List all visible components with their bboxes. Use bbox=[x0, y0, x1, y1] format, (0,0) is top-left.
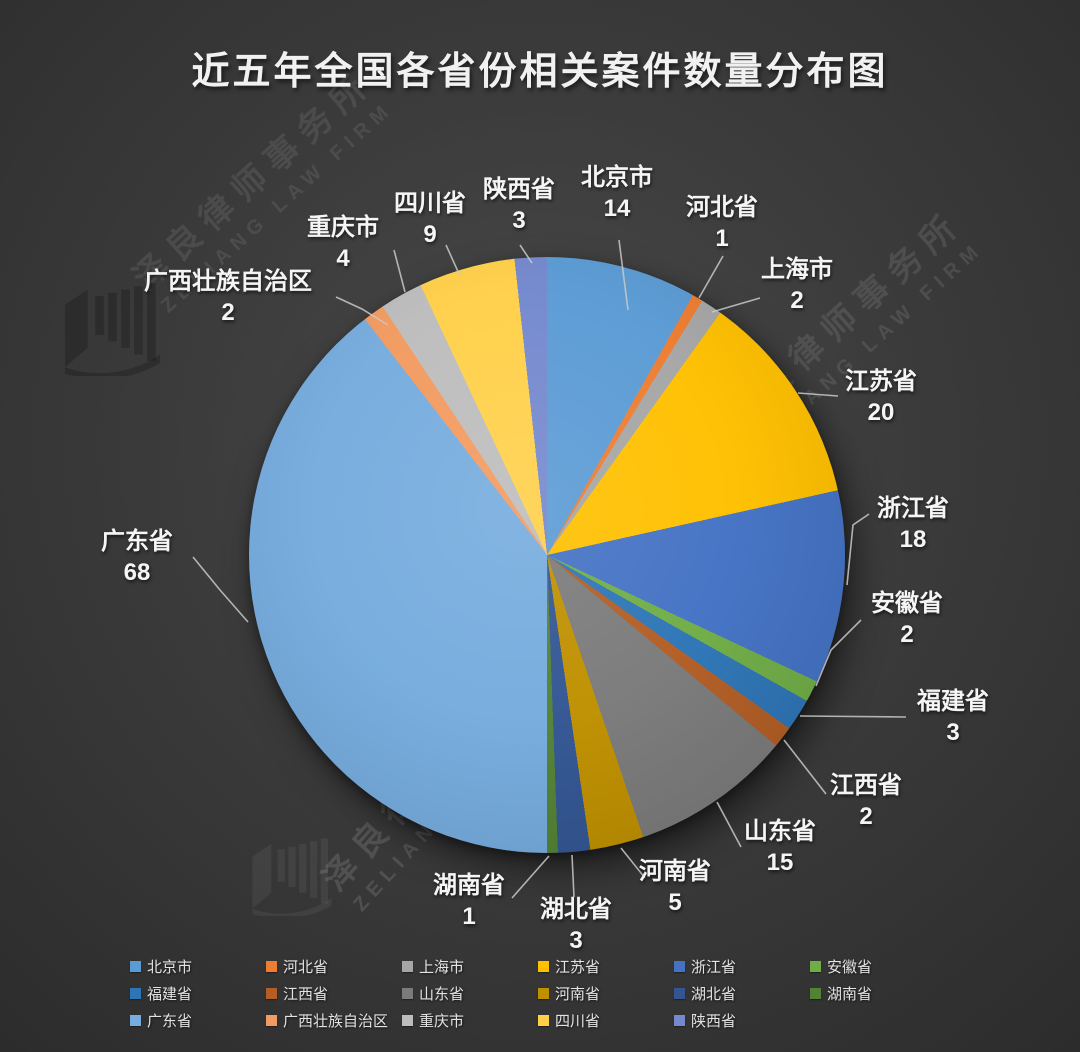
legend-swatch bbox=[810, 988, 821, 999]
chart-legend: 北京市 河北省 上海市 江苏省 浙江省 安徽省福建省 江西省 山东省 河南省 湖北省 湖南省广东省 广… bbox=[130, 956, 960, 1031]
legend-swatch bbox=[266, 961, 277, 972]
legend-item: 重庆市 bbox=[402, 1010, 538, 1031]
legend-label: 重庆市 bbox=[419, 1013, 465, 1030]
legend-item: 北京市 bbox=[130, 956, 266, 977]
chart-title: 近五年全国各省份相关案件数量分布图 bbox=[191, 51, 889, 93]
legend-swatch bbox=[266, 988, 277, 999]
legend-item: 福建省 bbox=[130, 983, 266, 1004]
legend-item: 河南省 bbox=[538, 983, 674, 1004]
leader-line-shanghai bbox=[711, 297, 761, 313]
legend-label: 江苏省 bbox=[555, 959, 601, 976]
leader-line-shandong bbox=[716, 801, 742, 848]
legend-swatch bbox=[810, 961, 821, 972]
legend-item: 山东省 bbox=[402, 983, 538, 1004]
slice-label-beijing: 北京市 14 bbox=[581, 164, 653, 222]
legend-label: 广西壮族自治区 bbox=[283, 1013, 389, 1030]
leader-line-zhejiang bbox=[846, 513, 870, 586]
legend-label: 江西省 bbox=[283, 986, 329, 1003]
legend-item: 四川省 bbox=[538, 1010, 674, 1031]
legend-label: 北京市 bbox=[147, 959, 193, 976]
legend-swatch bbox=[538, 1015, 549, 1026]
legend-item: 湖南省 bbox=[810, 983, 946, 1004]
legend-label: 安徽省 bbox=[827, 959, 873, 976]
slice-label-shandong: 山东省 15 bbox=[744, 818, 816, 876]
legend-item: 广西壮族自治区 bbox=[266, 1010, 402, 1031]
legend-label: 四川省 bbox=[555, 1013, 601, 1030]
legend-item: 陕西省 bbox=[674, 1010, 810, 1031]
slice-label-zhejiang: 浙江省 18 bbox=[877, 495, 949, 553]
leader-line-hebei bbox=[698, 255, 724, 299]
legend-item: 浙江省 bbox=[674, 956, 810, 977]
legend-swatch bbox=[402, 961, 413, 972]
legend-item: 湖北省 bbox=[674, 983, 810, 1004]
leader-line-guangdong bbox=[192, 556, 249, 623]
legend-label: 浙江省 bbox=[691, 959, 737, 976]
slice-label-chongqing: 重庆市 4 bbox=[307, 214, 379, 272]
legend-label: 河北省 bbox=[283, 959, 329, 976]
legend-item: 广东省 bbox=[130, 1010, 266, 1031]
legend-swatch bbox=[266, 1015, 277, 1026]
legend-item: 上海市 bbox=[402, 956, 538, 977]
slice-label-anhui: 安徽省 2 bbox=[871, 590, 943, 648]
legend-label: 陕西省 bbox=[691, 1013, 737, 1030]
legend-swatch bbox=[674, 961, 685, 972]
legend-label: 福建省 bbox=[147, 986, 193, 1003]
slice-label-shaanxi: 陕西省 3 bbox=[483, 176, 555, 234]
slice-label-hebei: 河北省 1 bbox=[686, 194, 758, 252]
legend-swatch bbox=[130, 1015, 141, 1026]
slice-label-henan: 河南省 5 bbox=[639, 858, 711, 916]
slice-label-fujian: 福建省 3 bbox=[917, 688, 989, 746]
legend-swatch bbox=[674, 1015, 685, 1026]
legend-swatch bbox=[538, 988, 549, 999]
legend-swatch bbox=[674, 988, 685, 999]
legend-label: 河南省 bbox=[555, 986, 601, 1003]
pie-chart bbox=[249, 257, 845, 853]
legend-swatch bbox=[402, 1015, 413, 1026]
legend-item: 江苏省 bbox=[538, 956, 674, 977]
legend-swatch bbox=[538, 961, 549, 972]
legend-label: 上海市 bbox=[419, 959, 465, 976]
legend-label: 湖南省 bbox=[827, 986, 873, 1003]
legend-item: 河北省 bbox=[266, 956, 402, 977]
legend-swatch bbox=[402, 988, 413, 999]
slice-label-hunan: 湖南省 1 bbox=[433, 872, 505, 930]
legend-item: 江西省 bbox=[266, 983, 402, 1004]
leader-line-fujian bbox=[799, 715, 907, 718]
leader-line-jiangsu bbox=[797, 392, 839, 397]
slice-label-jiangsu: 江苏省 20 bbox=[845, 368, 917, 426]
law-firm-logo-icon bbox=[246, 826, 338, 916]
slice-label-hubei: 湖北省 3 bbox=[540, 896, 612, 954]
legend-swatch bbox=[130, 988, 141, 999]
slice-label-jiangxi: 江西省 2 bbox=[830, 772, 902, 830]
legend-item: 安徽省 bbox=[810, 956, 946, 977]
leader-line-chongqing bbox=[393, 249, 406, 293]
legend-label: 山东省 bbox=[419, 986, 465, 1003]
leader-line-hunan bbox=[511, 855, 550, 899]
leader-line-jiangxi bbox=[783, 739, 827, 795]
leader-line-hubei bbox=[571, 854, 575, 898]
slice-label-sichuan: 四川省 9 bbox=[394, 190, 466, 248]
legend-label: 湖北省 bbox=[691, 986, 737, 1003]
slice-label-guangxi: 广西壮族自治区 2 bbox=[144, 268, 312, 326]
legend-label: 广东省 bbox=[147, 1013, 193, 1030]
slice-label-shanghai: 上海市 2 bbox=[761, 256, 833, 314]
slice-label-guangdong: 广东省 68 bbox=[101, 528, 173, 586]
legend-swatch bbox=[130, 961, 141, 972]
